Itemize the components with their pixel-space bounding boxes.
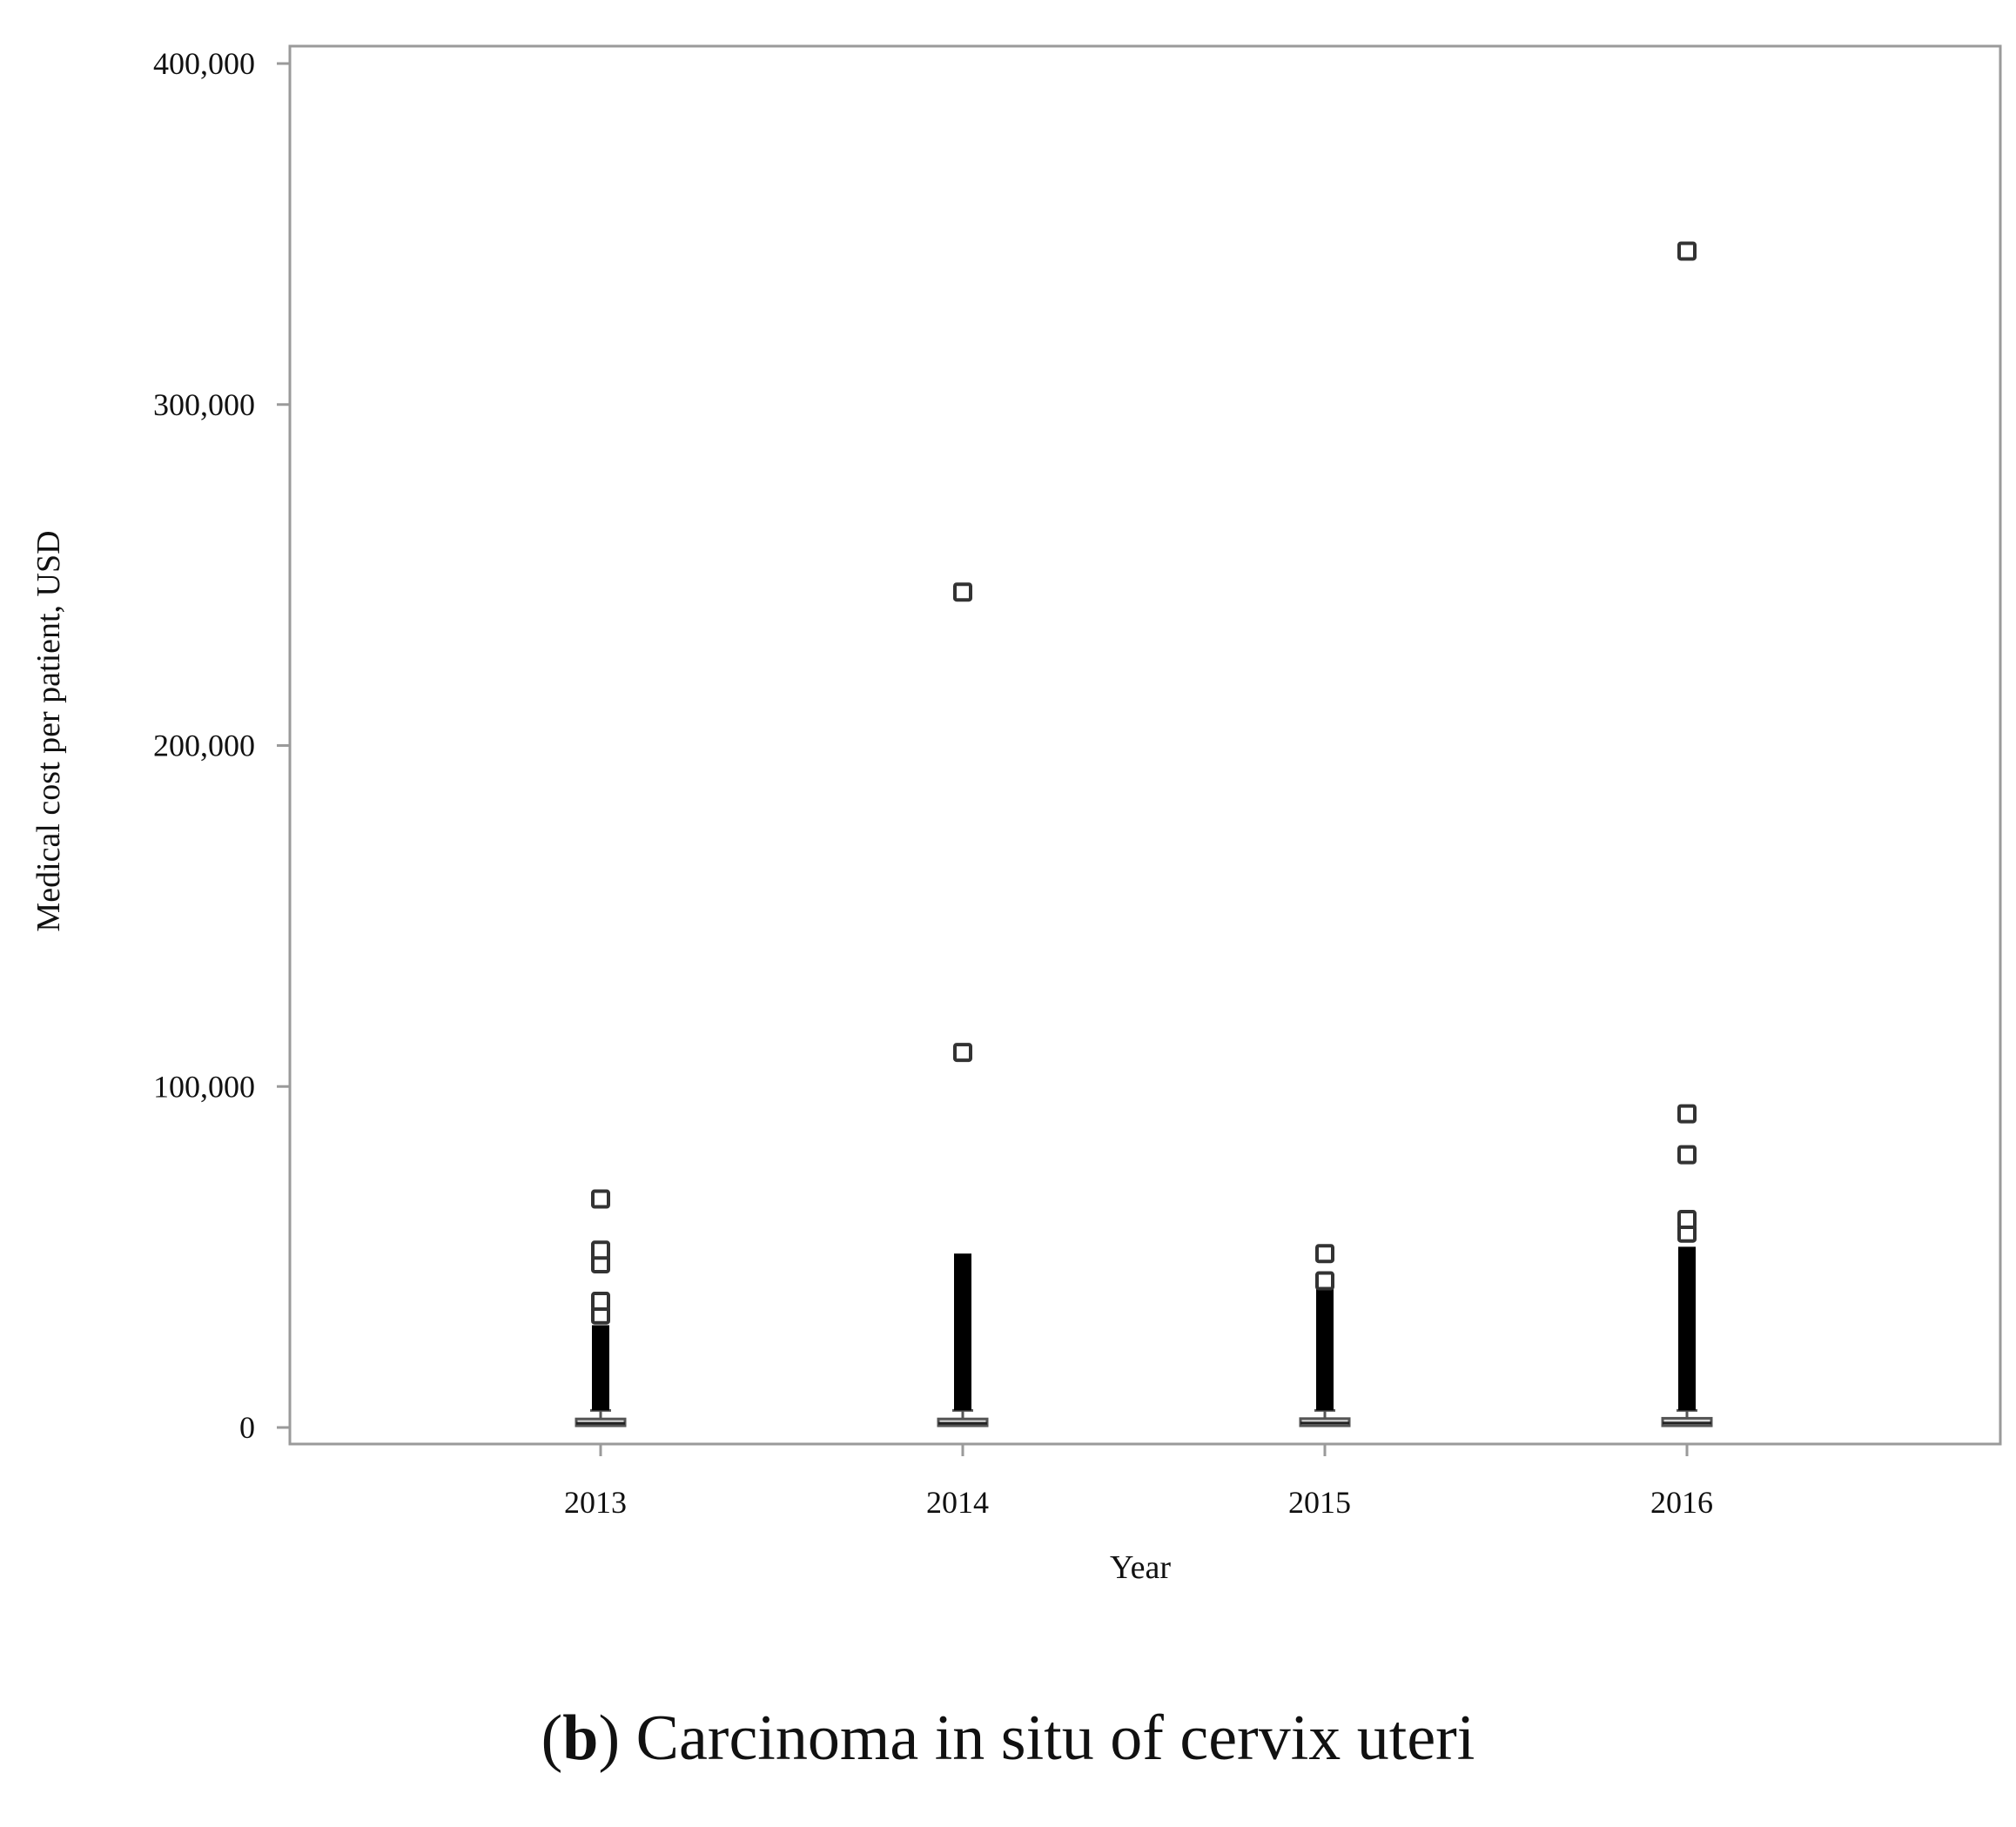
outlier-2014-0 <box>953 1043 972 1063</box>
x-axis: 2013 2014 2015 2016 <box>564 1444 1713 1520</box>
outlier-2013-4 <box>591 1189 610 1209</box>
outlier-2016-3 <box>1677 1104 1697 1124</box>
x-tick-label-2014: 2014 <box>926 1485 989 1520</box>
y-axis: 0 100,000 200,000 300,000 400,000 <box>153 46 290 1445</box>
x-axis-title: Year <box>1110 1549 1171 1586</box>
y-tick-label-4: 400,000 <box>153 46 255 81</box>
outlier-2016-4 <box>1677 241 1697 261</box>
outlier-2014-1 <box>953 582 972 602</box>
outlier-2016-1 <box>1677 1210 1697 1230</box>
caption-text: Carcinoma in situ of cervix uteri <box>635 1703 1475 1774</box>
y-tick-label-1: 100,000 <box>153 1069 255 1104</box>
box-series <box>575 241 1713 1427</box>
y-axis-title: Medical cost per patient, USD <box>30 530 67 931</box>
figure-caption: (b) Carcinoma in situ of cervix uteri <box>541 1703 1475 1774</box>
x-tick-label-2015: 2015 <box>1288 1485 1351 1520</box>
box-2015 <box>1299 1244 1351 1427</box>
y-tick-label-2: 200,000 <box>153 729 255 763</box>
y-tick-label-0: 0 <box>239 1410 255 1445</box>
outlier-2015-0 <box>1315 1271 1334 1291</box>
caption-panel-letter: b <box>562 1703 599 1774</box>
x-tick-label-2013: 2013 <box>564 1485 627 1520</box>
dense-outliers-2014 <box>954 1253 971 1411</box>
outlier-2016-2 <box>1677 1145 1697 1165</box>
y-tick-label-3: 300,000 <box>153 387 255 422</box>
dense-outliers-2013 <box>592 1325 609 1411</box>
outlier-2013-1 <box>591 1292 610 1312</box>
plot-area-frame <box>288 44 2002 1446</box>
box-2016 <box>1661 241 1713 1427</box>
box-2013 <box>575 1189 627 1427</box>
box-2014 <box>937 582 989 1427</box>
outlier-2015-1 <box>1315 1244 1334 1264</box>
dense-outliers-2016 <box>1678 1246 1696 1411</box>
outlier-2013-3 <box>591 1240 610 1260</box>
x-tick-label-2016: 2016 <box>1650 1485 1713 1520</box>
dense-outliers-2015 <box>1316 1287 1334 1411</box>
